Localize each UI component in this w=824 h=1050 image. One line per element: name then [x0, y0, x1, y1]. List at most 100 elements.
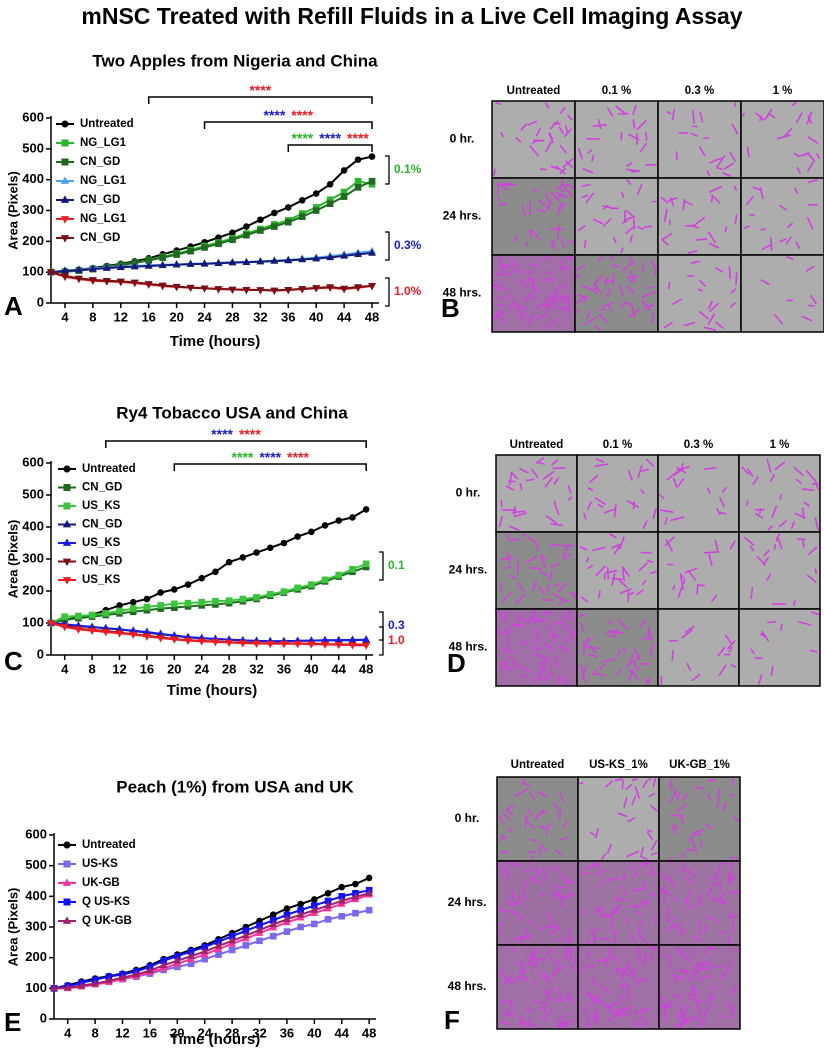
cell-stain	[542, 470, 555, 480]
cell-stain	[623, 966, 628, 974]
cell-stain	[528, 276, 535, 285]
cell-stain	[579, 967, 582, 974]
cell-stain	[612, 631, 625, 635]
cell-stain	[680, 814, 684, 825]
cell-stain	[540, 256, 550, 262]
cell-stain	[613, 545, 621, 555]
micrograph-cell	[578, 777, 659, 861]
cell-stain	[551, 239, 556, 251]
cell-stain	[681, 1005, 690, 1018]
y-tick-label: 200	[22, 582, 44, 597]
cell-stain	[673, 993, 683, 1000]
cell-stain	[545, 645, 555, 651]
data-point	[365, 874, 373, 882]
data-point	[298, 255, 307, 263]
cell-stain	[567, 929, 572, 942]
cell-stain	[627, 668, 635, 682]
data-point	[321, 576, 329, 584]
column-header: Untreated	[510, 439, 564, 451]
data-point	[297, 923, 304, 931]
cell-stain	[786, 222, 793, 228]
x-tick-label: 36	[277, 661, 291, 676]
cell-stain	[508, 268, 515, 276]
legend-label: Untreated	[82, 839, 136, 851]
cell-stain	[706, 994, 715, 1004]
cell-stain	[640, 488, 645, 495]
data-point	[311, 920, 318, 928]
cell-stain	[611, 543, 621, 549]
cell-stain	[527, 918, 536, 928]
data-point	[280, 641, 288, 649]
cell-stain	[778, 204, 787, 211]
cell-stain	[691, 833, 702, 837]
cell-stain	[528, 292, 536, 301]
cell-stain	[537, 1001, 547, 1006]
cell-stain	[507, 538, 520, 542]
data-point	[228, 286, 237, 294]
cell-stain	[516, 975, 528, 982]
cell-stain	[604, 877, 619, 882]
data-point	[228, 258, 237, 266]
chart-title: Ry4 Tobacco USA and China	[116, 403, 348, 422]
data-point	[242, 287, 251, 295]
cell-stain	[597, 256, 603, 262]
micrograph-cell	[659, 945, 740, 1029]
cell-stain	[607, 304, 614, 312]
cell-stain	[601, 302, 614, 308]
cell-stain	[790, 521, 795, 530]
x-tick-label: 16	[143, 1025, 157, 1040]
data-point	[243, 223, 250, 230]
x-axis-label: Time (hours)	[170, 1031, 261, 1048]
cell-stain	[598, 663, 606, 670]
cell-stain	[659, 509, 674, 514]
cell-stain	[541, 554, 546, 561]
cell-stain	[621, 971, 624, 981]
x-tick-label: 24	[197, 309, 212, 324]
significance-stars: ****	[291, 107, 313, 123]
side-bracket	[385, 231, 390, 261]
side-bracket	[385, 277, 390, 307]
data-point	[130, 262, 139, 270]
x-tick-label: 40	[304, 661, 318, 676]
cell-stain	[586, 501, 592, 511]
cell-stain	[493, 310, 501, 321]
x-tick-label: 4	[61, 309, 69, 324]
legend-marker	[62, 538, 72, 546]
cell-stain	[502, 664, 513, 672]
cell-stain	[527, 851, 537, 854]
data-point	[102, 610, 110, 617]
x-tick-label: 12	[115, 1025, 129, 1040]
cell-stain	[595, 827, 599, 839]
cell-stain	[499, 203, 507, 206]
column-header: 0.3 %	[684, 439, 713, 451]
cell-stain	[729, 152, 736, 162]
y-axis-label: Area (Pixels)	[5, 888, 20, 967]
data-point	[214, 258, 223, 266]
significance-stars: ****	[249, 82, 271, 98]
cell-stain	[607, 107, 614, 117]
cell-stain	[606, 620, 614, 624]
cell-stain	[545, 515, 558, 524]
cell-stain	[585, 862, 597, 870]
data-point	[187, 951, 195, 959]
cell-stain	[809, 649, 818, 653]
cell-stain	[611, 931, 618, 934]
x-tick-label: 12	[114, 309, 128, 324]
cell-stain	[515, 961, 526, 967]
cell-stain	[666, 563, 674, 566]
cell-stain	[643, 225, 652, 229]
data-point	[47, 269, 55, 277]
cell-stain	[626, 210, 636, 219]
cell-stain	[695, 238, 708, 241]
cell-stain	[730, 862, 733, 869]
cell-stain	[526, 1023, 535, 1028]
y-tick-label: 100	[22, 264, 44, 279]
data-point	[74, 265, 83, 273]
cell-stain	[565, 937, 574, 944]
cell-stain	[699, 279, 707, 287]
panel-letter: D	[447, 648, 466, 678]
cell-stain	[522, 533, 534, 542]
cell-stain	[653, 270, 657, 277]
cell-stain	[537, 825, 549, 830]
cell-stain	[613, 237, 617, 244]
